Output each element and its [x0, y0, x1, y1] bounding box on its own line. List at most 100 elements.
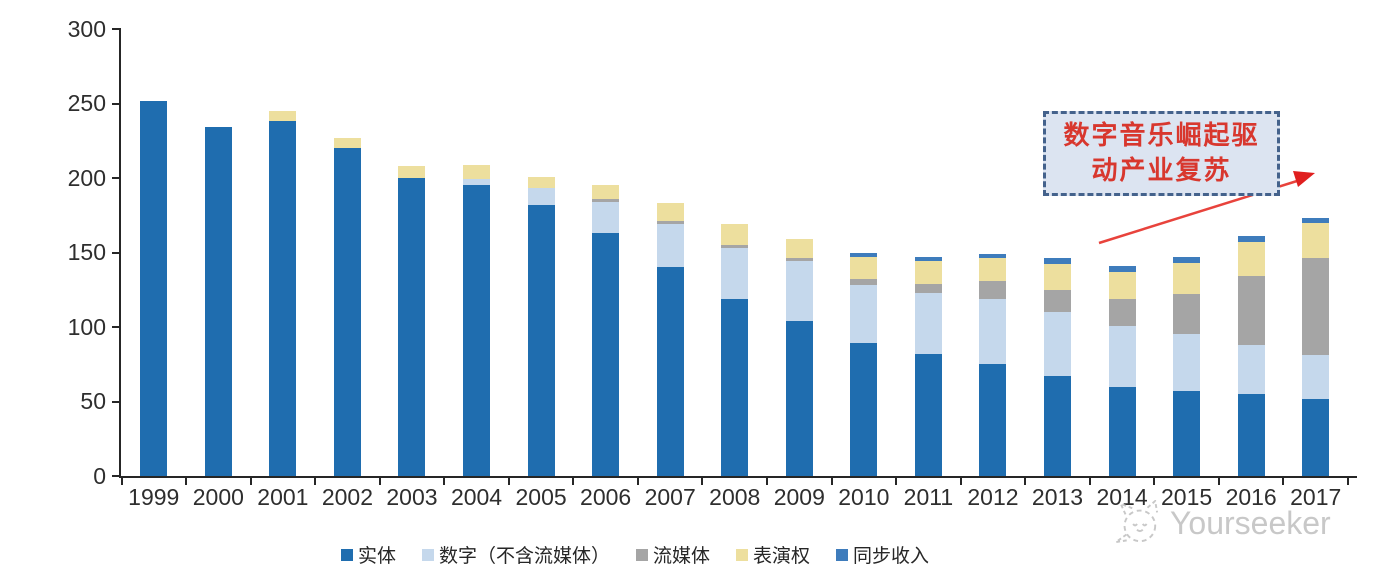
bar-segment	[527, 188, 555, 205]
bar-segment	[979, 280, 1007, 299]
bar-segment	[1302, 258, 1330, 356]
bar-segment	[785, 239, 813, 259]
x-tick-mark	[314, 478, 317, 485]
bar-segment	[656, 203, 684, 222]
legend-swatch-icon	[340, 548, 353, 561]
x-tick-mark	[959, 478, 962, 485]
bar-segment	[1302, 222, 1330, 259]
y-tick-mark	[112, 177, 120, 179]
bar-segment	[850, 256, 878, 280]
bar-segment	[721, 298, 749, 476]
bar-segment	[1044, 312, 1071, 377]
bar-segment	[785, 261, 813, 322]
x-tick-label: 2013	[1031, 484, 1084, 510]
y-tick-mark	[112, 326, 120, 328]
bar-segment	[527, 204, 555, 476]
bar-segment	[914, 292, 942, 354]
y-tick-mark	[112, 475, 120, 477]
bar-segment	[527, 176, 555, 189]
bar-segment	[1237, 242, 1265, 277]
bar-segment	[1108, 298, 1136, 326]
bar-segment	[1302, 398, 1330, 476]
x-tick-mark	[120, 478, 123, 485]
y-tick-mark	[112, 400, 120, 403]
bar-segment	[721, 224, 749, 246]
bar-segment	[1173, 334, 1201, 392]
y-tick-label: 200	[67, 164, 106, 191]
bar-segment	[1173, 294, 1201, 335]
x-tick-mark	[507, 478, 510, 485]
bar-segment	[333, 148, 361, 476]
bar-segment	[785, 258, 813, 262]
bar-segment	[850, 285, 878, 344]
bar-segment	[269, 110, 297, 122]
watermark: Yourseeker	[1108, 500, 1331, 546]
y-tick-label: 150	[67, 239, 106, 265]
legend-item: 数字（不含流媒体）	[421, 541, 610, 568]
y-tick-mark	[112, 251, 120, 254]
x-tick-mark	[185, 478, 188, 485]
bar-segment	[592, 198, 620, 202]
watermark-text: Yourseeker	[1170, 505, 1331, 541]
bar-segment	[1302, 218, 1330, 223]
bar-segment	[204, 127, 232, 476]
y-axis-line	[119, 28, 121, 478]
y-tick-label: 300	[67, 15, 106, 42]
x-tick-label: 2006	[580, 484, 632, 510]
x-tick-label: 2016	[1225, 484, 1277, 510]
legend-item: 流媒体	[635, 541, 710, 568]
x-tick-label: 2012	[967, 484, 1019, 510]
legend-item: 同步收入	[836, 541, 929, 568]
x-tick-label: 2015	[1161, 484, 1213, 510]
bar-segment	[398, 166, 426, 178]
x-tick-mark	[249, 478, 252, 485]
x-tick-label: 2017	[1290, 484, 1342, 510]
x-tick-mark	[830, 478, 833, 485]
x-tick-label: 2003	[386, 484, 438, 510]
bar-segment	[979, 364, 1007, 476]
chart-legend: 实体 数字（不含流媒体） 流媒体 表演权 同步收入	[0, 541, 1334, 568]
bar-segment	[850, 279, 878, 286]
x-tick-mark	[1217, 478, 1220, 485]
bar-segment	[463, 185, 491, 476]
x-tick-label: 2010	[838, 484, 890, 510]
bar-segment	[1173, 256, 1201, 263]
x-tick-label: 2005	[515, 484, 567, 510]
x-tick-label: 2009	[773, 484, 825, 510]
bar-segment	[914, 283, 942, 293]
bar-segment	[1108, 325, 1136, 387]
bar-segment	[850, 252, 878, 257]
bar-segment	[140, 100, 168, 476]
bar-segment	[592, 233, 620, 476]
bar-segment	[1237, 394, 1265, 476]
bar-segment	[1108, 386, 1136, 476]
annotation-callout: 数字音乐崛起驱 动产业复苏	[1043, 111, 1280, 196]
y-tick-mark	[112, 28, 120, 30]
x-axis-line	[119, 476, 1357, 478]
x-tick-mark	[1024, 478, 1027, 485]
bar-segment	[1173, 262, 1201, 295]
bar-segment	[1044, 376, 1071, 476]
bar-segment	[914, 256, 942, 262]
x-tick-mark	[1153, 478, 1156, 485]
bar-segment	[979, 253, 1007, 259]
x-tick-label: 1999	[128, 484, 180, 510]
y-tick-label: 0	[93, 462, 106, 489]
x-tick-mark	[1347, 478, 1349, 485]
y-tick-mark	[112, 102, 120, 105]
x-tick-mark	[636, 478, 639, 485]
legend-label: 同步收入	[853, 546, 930, 567]
bar-segment	[656, 224, 684, 268]
x-tick-mark	[1282, 478, 1285, 485]
bar-segment	[721, 248, 749, 299]
bar-segment	[398, 178, 426, 476]
x-tick-label: 2011	[903, 484, 954, 510]
bar-segment	[1237, 276, 1265, 345]
legend-item: 表演权	[736, 541, 810, 568]
legend-swatch-icon	[635, 548, 648, 561]
x-tick-label: 2014	[1096, 484, 1148, 510]
bar-segment	[914, 353, 942, 476]
bar-segment	[656, 267, 684, 476]
bar-segment	[979, 298, 1007, 365]
